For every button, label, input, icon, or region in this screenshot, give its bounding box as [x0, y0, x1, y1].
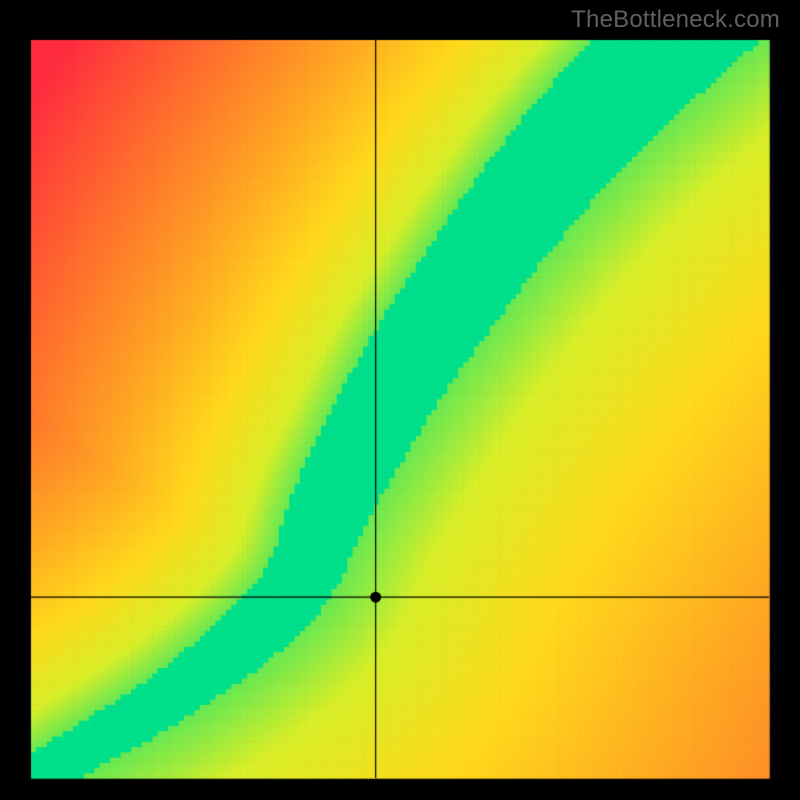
watermark-text: TheBottleneck.com: [571, 6, 780, 34]
bottleneck-heatmap: [0, 0, 800, 800]
chart-container: TheBottleneck.com: [0, 0, 800, 800]
